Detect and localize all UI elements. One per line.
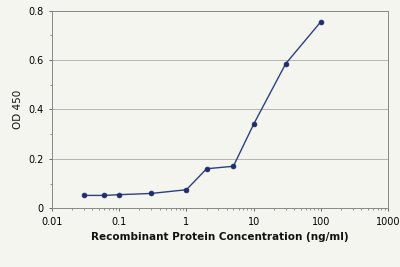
- X-axis label: Recombinant Protein Concentration (ng/ml): Recombinant Protein Concentration (ng/ml…: [91, 232, 349, 242]
- Y-axis label: OD 450: OD 450: [13, 90, 23, 129]
